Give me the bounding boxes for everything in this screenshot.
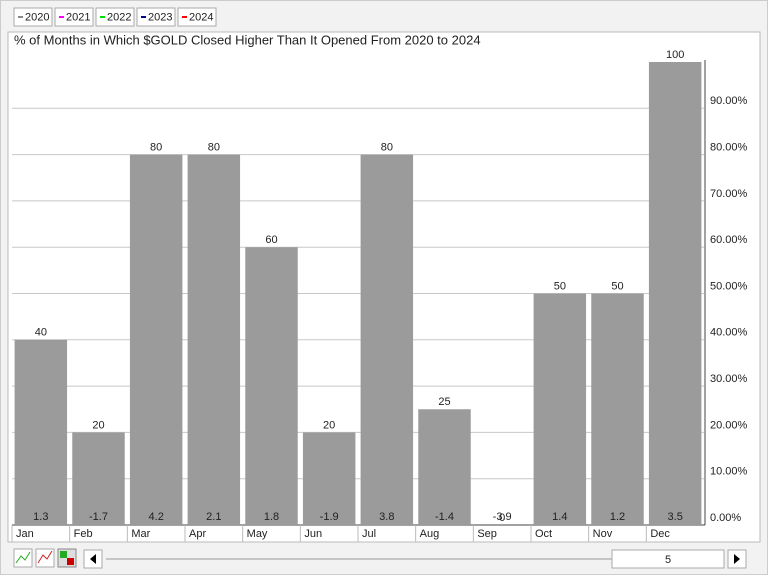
bar xyxy=(360,154,414,525)
data-label: 80 xyxy=(150,142,162,154)
y-tick-label: 10.00% xyxy=(710,466,748,478)
y-tick-label: 50.00% xyxy=(710,280,748,292)
average-change-label: -1.7 xyxy=(89,511,108,523)
data-label: 60 xyxy=(265,234,277,246)
legend-label: 2022 xyxy=(107,11,131,23)
x-tick-label: Jun xyxy=(304,528,322,540)
average-change-label: 1.3 xyxy=(33,511,48,523)
average-change-label: -1.4 xyxy=(435,511,454,523)
y-tick-label: 60.00% xyxy=(710,234,748,246)
average-change-label: 2.1 xyxy=(206,511,221,523)
x-tick-label: Apr xyxy=(189,528,206,540)
legend-button[interactable] xyxy=(95,7,135,27)
data-label: 20 xyxy=(92,419,104,431)
data-label: 80 xyxy=(381,142,393,154)
average-change-label: -3.9 xyxy=(493,511,512,523)
average-change-label: 1.4 xyxy=(552,511,567,523)
legend-label: 2020 xyxy=(25,11,49,23)
bar xyxy=(591,293,644,525)
legend-label: 2021 xyxy=(66,11,90,23)
period-box[interactable] xyxy=(611,549,725,569)
bar xyxy=(129,154,183,525)
y-tick-label: 80.00% xyxy=(710,142,748,154)
data-label: 50 xyxy=(554,280,566,292)
data-label: 40 xyxy=(35,327,47,339)
bar xyxy=(14,339,68,525)
x-tick-label: Aug xyxy=(420,528,440,540)
data-label: 100 xyxy=(666,49,684,61)
bar xyxy=(302,432,356,525)
icon-chart-glyph xyxy=(37,550,53,564)
x-tick-label: Jan xyxy=(16,528,34,540)
x-tick-label: Sep xyxy=(477,528,497,540)
average-change-label: 4.2 xyxy=(149,511,164,523)
bar xyxy=(72,432,125,525)
icon-line-glyph xyxy=(15,551,31,564)
y-tick-label: 30.00% xyxy=(710,373,748,385)
x-tick-label: Mar xyxy=(131,528,150,540)
data-label: 80 xyxy=(208,142,220,154)
data-label: 20 xyxy=(323,419,335,431)
average-change-label: 1.2 xyxy=(610,511,625,523)
x-tick-label: Dec xyxy=(650,528,670,540)
legend-label: 2023 xyxy=(148,11,172,23)
period-value: 5 xyxy=(665,554,671,566)
arrow-left xyxy=(90,554,96,564)
average-change-label: 3.8 xyxy=(379,511,394,523)
y-tick-label: 70.00% xyxy=(710,188,748,200)
x-tick-label: May xyxy=(247,528,268,540)
y-tick-label: 20.00% xyxy=(710,419,748,431)
legend-button[interactable] xyxy=(136,7,176,27)
x-tick-label: Feb xyxy=(74,528,93,540)
legend-button[interactable] xyxy=(54,7,94,27)
legend-button[interactable] xyxy=(177,7,217,27)
chart-title: % of Months in Which $GOLD Closed Higher… xyxy=(14,32,481,47)
toolbar: 5 xyxy=(13,548,747,569)
icon-bars-glyph xyxy=(60,551,67,558)
arrow-right xyxy=(734,554,740,564)
average-change-label: 1.8 xyxy=(264,511,279,523)
bar xyxy=(245,247,298,525)
bar xyxy=(648,62,702,525)
x-tick-label: Jul xyxy=(362,528,376,540)
legend-label: 2024 xyxy=(189,11,213,23)
bar xyxy=(187,154,241,525)
x-tick-label: Oct xyxy=(535,528,552,540)
data-label: 25 xyxy=(438,396,450,408)
icon-bars-glyph xyxy=(67,558,74,565)
icon-chart[interactable] xyxy=(35,548,55,568)
legend-button[interactable] xyxy=(13,7,53,27)
bar xyxy=(418,409,471,525)
average-change-label: 3.5 xyxy=(668,511,683,523)
y-tick-label: 40.00% xyxy=(710,327,748,339)
average-change-label: -1.9 xyxy=(320,511,339,523)
bar xyxy=(533,293,587,525)
data-label: 50 xyxy=(611,280,623,292)
y-tick-label: 90.00% xyxy=(710,95,748,107)
data-label: 0 xyxy=(499,512,505,524)
y-tick-label: 0.00% xyxy=(710,512,741,524)
x-tick-label: Nov xyxy=(593,528,613,540)
